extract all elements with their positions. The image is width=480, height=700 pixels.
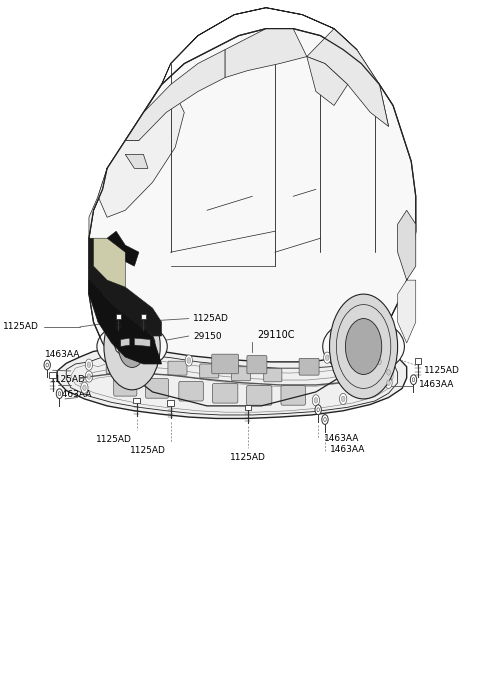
Circle shape bbox=[46, 363, 48, 367]
FancyBboxPatch shape bbox=[179, 382, 204, 401]
FancyBboxPatch shape bbox=[213, 384, 238, 403]
Circle shape bbox=[58, 392, 61, 396]
Polygon shape bbox=[125, 155, 148, 169]
Circle shape bbox=[131, 351, 138, 363]
Circle shape bbox=[185, 355, 192, 366]
Circle shape bbox=[387, 380, 390, 386]
Text: 1125AD: 1125AD bbox=[423, 367, 459, 375]
Circle shape bbox=[85, 371, 93, 382]
Text: 1125AD: 1125AD bbox=[50, 374, 86, 384]
Circle shape bbox=[350, 353, 354, 358]
FancyBboxPatch shape bbox=[212, 354, 239, 374]
Circle shape bbox=[348, 350, 356, 361]
Text: 1125AD: 1125AD bbox=[3, 323, 39, 331]
Polygon shape bbox=[94, 238, 125, 287]
Polygon shape bbox=[114, 330, 155, 356]
Circle shape bbox=[132, 354, 136, 360]
Ellipse shape bbox=[97, 323, 167, 370]
Polygon shape bbox=[397, 280, 416, 343]
FancyBboxPatch shape bbox=[133, 358, 149, 372]
FancyBboxPatch shape bbox=[145, 379, 168, 398]
Polygon shape bbox=[162, 8, 388, 127]
FancyBboxPatch shape bbox=[114, 377, 137, 396]
Circle shape bbox=[376, 356, 383, 368]
Bar bbox=[141, 314, 146, 319]
Text: 1463AA: 1463AA bbox=[324, 433, 359, 442]
Text: 1463AA: 1463AA bbox=[45, 350, 80, 359]
Circle shape bbox=[412, 378, 415, 382]
Circle shape bbox=[44, 360, 50, 370]
Circle shape bbox=[387, 370, 390, 375]
Polygon shape bbox=[307, 57, 348, 106]
Polygon shape bbox=[98, 85, 184, 217]
Circle shape bbox=[385, 367, 392, 378]
Bar bbox=[116, 314, 121, 319]
FancyBboxPatch shape bbox=[247, 356, 267, 374]
Polygon shape bbox=[307, 29, 388, 127]
Ellipse shape bbox=[323, 318, 405, 374]
Bar bbox=[245, 405, 251, 410]
Circle shape bbox=[341, 396, 345, 402]
FancyBboxPatch shape bbox=[231, 367, 251, 381]
Text: 29110C: 29110C bbox=[257, 330, 294, 340]
Text: 1463AA: 1463AA bbox=[57, 390, 93, 399]
FancyBboxPatch shape bbox=[200, 364, 219, 378]
Polygon shape bbox=[89, 280, 162, 364]
Bar bbox=[168, 400, 174, 406]
Circle shape bbox=[187, 358, 191, 363]
FancyBboxPatch shape bbox=[168, 361, 187, 375]
Polygon shape bbox=[225, 29, 307, 78]
Polygon shape bbox=[89, 29, 416, 406]
Polygon shape bbox=[121, 338, 130, 346]
Circle shape bbox=[56, 389, 62, 398]
Circle shape bbox=[312, 395, 320, 406]
FancyBboxPatch shape bbox=[264, 368, 282, 382]
Text: 29150: 29150 bbox=[193, 332, 222, 340]
Text: 1125AD: 1125AD bbox=[130, 447, 166, 456]
Circle shape bbox=[317, 408, 320, 412]
FancyBboxPatch shape bbox=[299, 358, 319, 375]
Circle shape bbox=[87, 374, 91, 379]
Circle shape bbox=[410, 374, 417, 384]
Circle shape bbox=[322, 414, 328, 424]
Circle shape bbox=[339, 393, 347, 405]
Polygon shape bbox=[397, 210, 416, 280]
Polygon shape bbox=[134, 338, 150, 346]
Polygon shape bbox=[89, 169, 107, 238]
Text: 1463AA: 1463AA bbox=[330, 444, 366, 454]
Circle shape bbox=[119, 326, 146, 368]
Circle shape bbox=[314, 398, 318, 403]
FancyBboxPatch shape bbox=[246, 386, 272, 405]
Circle shape bbox=[315, 405, 321, 414]
Text: 1125AD: 1125AD bbox=[96, 435, 132, 444]
Polygon shape bbox=[125, 50, 225, 141]
Polygon shape bbox=[57, 349, 407, 419]
Bar bbox=[49, 372, 56, 378]
Circle shape bbox=[324, 352, 331, 363]
Circle shape bbox=[378, 359, 381, 365]
Circle shape bbox=[85, 359, 93, 370]
Circle shape bbox=[325, 355, 329, 360]
Circle shape bbox=[104, 303, 160, 390]
Text: 1125AD: 1125AD bbox=[193, 314, 229, 323]
Text: 1125AD: 1125AD bbox=[230, 453, 266, 462]
Polygon shape bbox=[107, 231, 139, 266]
Text: 1463AA: 1463AA bbox=[419, 380, 454, 389]
FancyBboxPatch shape bbox=[106, 360, 121, 374]
Circle shape bbox=[329, 294, 397, 399]
FancyBboxPatch shape bbox=[281, 386, 305, 405]
Circle shape bbox=[81, 382, 88, 393]
Circle shape bbox=[346, 318, 382, 374]
Circle shape bbox=[324, 418, 326, 421]
Bar bbox=[415, 358, 421, 364]
Bar bbox=[133, 398, 140, 403]
Circle shape bbox=[385, 377, 392, 388]
Circle shape bbox=[83, 385, 86, 391]
Polygon shape bbox=[89, 238, 162, 336]
Circle shape bbox=[87, 362, 91, 368]
